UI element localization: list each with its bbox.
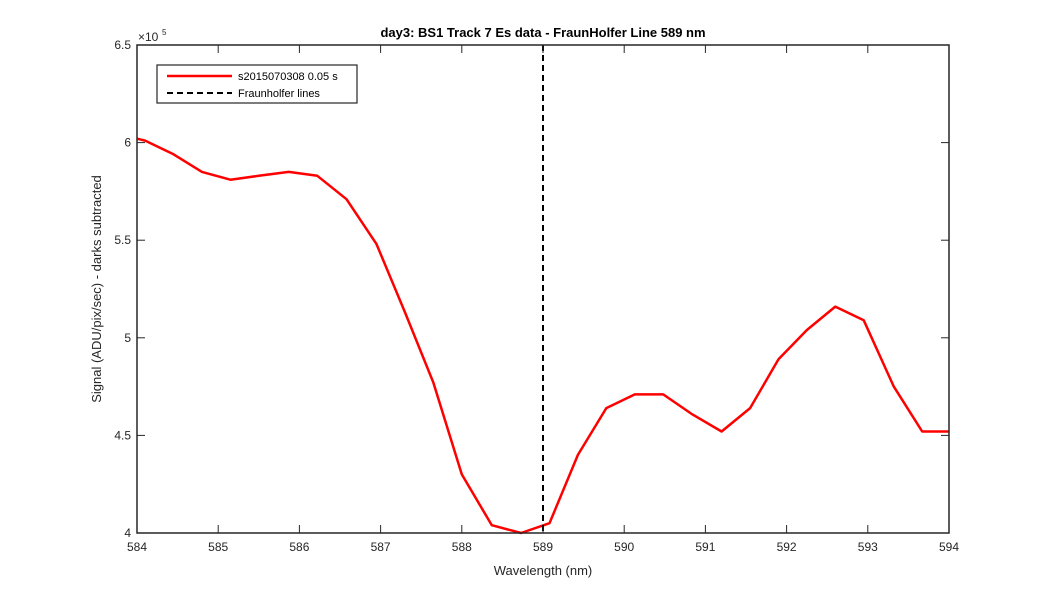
x-tick-label: 584	[127, 540, 147, 554]
x-tick-label: 589	[533, 540, 553, 554]
y-tick-label: 6.5	[114, 38, 131, 52]
y-tick-label: 5	[124, 331, 131, 345]
y-tick-label: 4	[124, 526, 131, 540]
y-tick-label: 5.5	[114, 233, 131, 247]
y-axis-exponent: ×10 5	[138, 28, 167, 44]
series-layer	[136, 137, 949, 535]
x-axis-label: Wavelength (nm)	[494, 563, 593, 578]
legend: s2015070308 0.05 s Fraunholfer lines	[156, 64, 358, 104]
x-tick-label: 592	[777, 540, 797, 554]
legend-label-signal: s2015070308 0.05 s	[238, 71, 338, 83]
x-axis: 584 585 586 587 588 589 590 591 592 593 594	[127, 45, 959, 554]
y-axis: 4 4.5 5 5.5 6 6.5	[114, 38, 949, 540]
x-tick-label: 594	[939, 540, 959, 554]
x-tick-label: 591	[695, 540, 715, 554]
x-tick-label: 585	[208, 540, 228, 554]
y-tick-label: 4.5	[114, 428, 131, 442]
x-tick-label: 590	[614, 540, 634, 554]
y-axis-label: Signal (ADU/pix/sec) - darks subtracted	[89, 175, 104, 403]
x-tick-label: 588	[452, 540, 472, 554]
y-tick-label: 6	[124, 136, 131, 150]
series-line-0	[136, 137, 949, 535]
y-exponent-base: ×10	[138, 30, 159, 44]
chart-title: day3: BS1 Track 7 Es data - FraunHolfer …	[380, 25, 705, 40]
x-tick-label: 586	[289, 540, 309, 554]
y-exponent-power: 5	[162, 28, 167, 37]
x-tick-label: 593	[858, 540, 878, 554]
legend-label-fraunhofer: Fraunholfer lines	[238, 88, 320, 100]
legend-box	[156, 64, 358, 104]
x-tick-label: 587	[371, 540, 391, 554]
